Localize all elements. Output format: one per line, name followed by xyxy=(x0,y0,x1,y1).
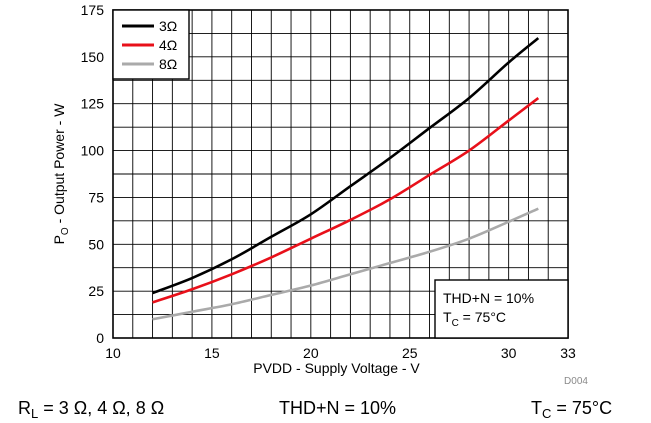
y-tick-label: 125 xyxy=(81,96,105,112)
x-tick-label: 25 xyxy=(402,345,418,361)
annotation-thd: THD+N = 10% xyxy=(443,290,534,306)
x-axis-label: PVDD - Supply Voltage - V xyxy=(253,360,420,376)
legend-label: 8Ω xyxy=(159,56,177,72)
legend-label: 3Ω xyxy=(159,18,177,34)
y-axis-label: PO - Output Power - W xyxy=(51,103,71,245)
x-tick-label: 15 xyxy=(204,345,220,361)
y-tick-label: 100 xyxy=(81,143,105,159)
y-tick-label: 75 xyxy=(88,189,104,205)
caption-temperature: TC = 75°C xyxy=(531,398,612,421)
y-tick-label: 25 xyxy=(88,283,104,299)
conditions-annotation: THD+N = 10% TC = 75°C xyxy=(435,280,568,338)
x-tick-label: 30 xyxy=(501,345,517,361)
x-tick-label: 33 xyxy=(560,345,576,361)
x-tick-label: 20 xyxy=(303,345,319,361)
y-tick-label: 150 xyxy=(81,49,105,65)
caption-load: RL = 3 Ω, 4 Ω, 8 Ω xyxy=(18,398,164,421)
document-id: D004 xyxy=(564,376,588,387)
x-tick-label: 10 xyxy=(105,345,121,361)
legend: 3Ω 4Ω 8Ω xyxy=(113,10,189,79)
series-line xyxy=(153,98,539,302)
y-tick-label: 50 xyxy=(88,236,104,252)
y-tick-label: 175 xyxy=(81,2,105,18)
y-tick-label: 0 xyxy=(96,330,104,346)
legend-label: 4Ω xyxy=(159,37,177,53)
caption-thd: THD+N = 10% xyxy=(279,398,396,419)
series-line xyxy=(153,38,539,293)
